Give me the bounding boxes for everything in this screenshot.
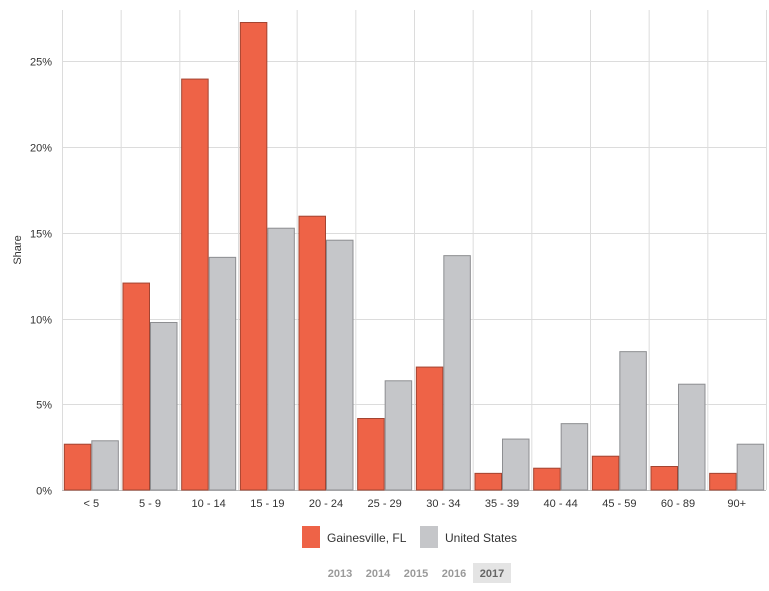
bar-gainesville[interactable] [239,22,268,491]
bar-gainesville[interactable] [650,466,678,491]
bar-united-states[interactable] [502,438,530,491]
x-tick-label: 5 - 9 [139,498,161,510]
legend: Gainesville, FL United States [302,526,517,548]
x-tick-label: 35 - 39 [485,498,519,510]
bar-gainesville[interactable] [298,215,326,491]
bar-united-states[interactable] [91,440,119,491]
grid [62,10,767,491]
legend-label[interactable]: Gainesville, FL [327,531,407,545]
year-selected-highlight [473,563,511,583]
bar-gainesville[interactable] [474,472,502,491]
bar-gainesville[interactable] [63,443,92,491]
y-tick-label: 15% [30,229,52,241]
x-tick-label: 60 - 89 [661,498,695,510]
bar-united-states[interactable] [208,256,237,491]
legend-swatch [420,526,438,548]
y-tick-label: 25% [30,57,52,69]
x-tick-label: < 5 [84,498,100,510]
year-button-2013[interactable]: 2013 [328,568,352,580]
bar-united-states[interactable] [150,322,178,491]
x-tick-label: 25 - 29 [368,498,402,510]
bar-gainesville[interactable] [533,467,561,491]
bar-united-states[interactable] [678,383,706,491]
year-button-2014[interactable]: 2014 [366,568,391,580]
x-tick-label: 20 - 24 [309,498,343,510]
x-tick-label: 10 - 14 [192,498,226,510]
bar-gainesville[interactable] [415,366,444,491]
y-tick-label: 20% [30,143,52,155]
year-selector: 2013 2014 2015 2016 2017 [328,563,511,583]
bar-united-states[interactable] [560,423,589,491]
y-tick-label: 5% [36,400,52,412]
x-tick-label: 30 - 34 [426,498,460,510]
y-axis-title: Share [12,235,24,264]
bar-united-states[interactable] [736,443,765,491]
bar-united-states[interactable] [384,380,413,491]
bar-gainesville[interactable] [122,282,150,491]
year-button-2016[interactable]: 2016 [442,568,466,580]
bar-gainesville[interactable] [181,78,209,491]
bar-united-states[interactable] [267,227,295,491]
y-tick-label: 0% [36,486,52,498]
bar-united-states[interactable] [619,351,647,491]
x-tick-label: 40 - 44 [544,498,578,510]
year-button-2017[interactable]: 2017 [480,568,504,580]
y-tick-label: 10% [30,315,52,327]
bars [63,22,765,491]
bar-united-states[interactable] [326,239,354,491]
bar-gainesville[interactable] [357,418,385,491]
bar-gainesville[interactable] [591,455,620,491]
bar-gainesville[interactable] [709,472,737,491]
legend-swatch [302,526,320,548]
year-button-2015[interactable]: 2015 [404,568,428,580]
x-tick-label: 90+ [727,498,746,510]
x-tick-label: 45 - 59 [602,498,636,510]
legend-label[interactable]: United States [445,531,517,545]
bar-united-states[interactable] [443,255,471,491]
x-tick-label: 15 - 19 [250,498,284,510]
axes: 0% 5% 10% 15% 20% 25% < 5 5 - 9 10 - 14 15 - 19 20… [30,57,746,511]
